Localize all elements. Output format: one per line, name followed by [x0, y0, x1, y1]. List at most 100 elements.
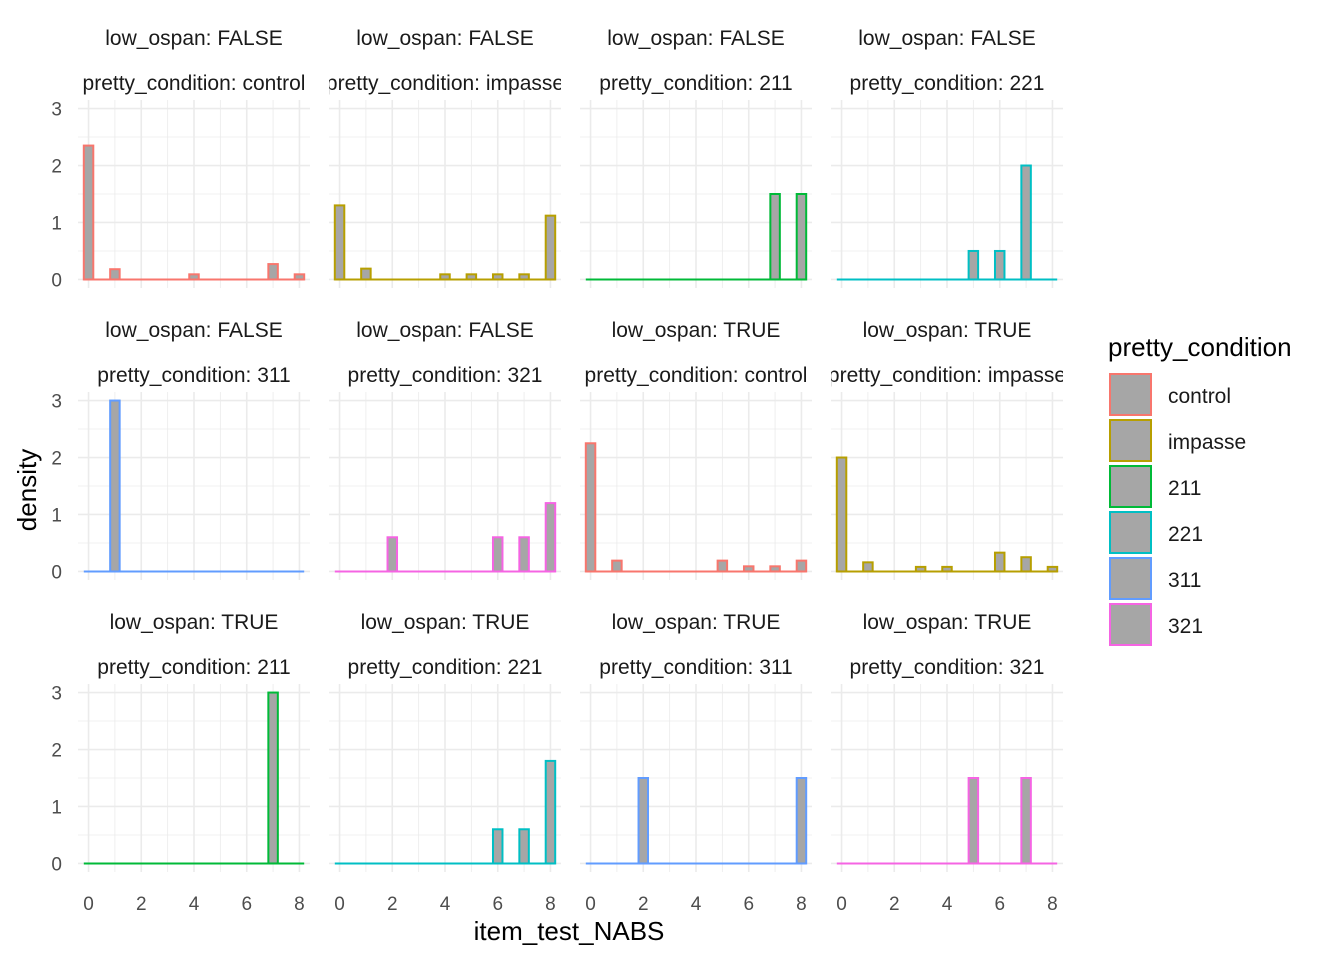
histogram-bar — [544, 214, 557, 281]
facet-strip-bottom: pretty_condition: control — [83, 72, 306, 95]
histogram-bar — [993, 551, 1006, 573]
facet-panel: low_ospan: FALSE pretty_condition: impass… — [326, 27, 564, 288]
histogram-bar — [465, 273, 478, 281]
histogram-bar — [637, 777, 650, 865]
histogram-bar — [293, 273, 306, 281]
facet-panel: low_ospan: FALSE pretty_condition: contro… — [51, 27, 310, 291]
y-tick-label: 1 — [51, 213, 62, 234]
legend-keys: control impasse 211 221 311 321 — [1109, 373, 1246, 646]
x-tick-label: 8 — [294, 894, 305, 915]
y-tick-label: 3 — [51, 684, 62, 705]
histogram-bar — [1046, 565, 1059, 573]
facet-strip-bottom: pretty_condition: 311 — [599, 656, 792, 679]
facet-strip-top: low_ospan: FALSE — [105, 27, 282, 50]
grid-lines — [580, 684, 812, 872]
x-tick-label: 4 — [691, 894, 702, 915]
y-tick-label: 1 — [51, 505, 62, 526]
histogram-bar — [914, 565, 927, 573]
legend-item: 211 — [1109, 465, 1201, 508]
histogram-bar — [1020, 556, 1032, 573]
x-tick-label: 6 — [492, 894, 503, 915]
facet-panel: low_ospan: TRUE pretty_condition: 221 0 2 4 6… — [329, 611, 561, 915]
x-tick-label: 0 — [334, 894, 345, 915]
legend-item: 221 — [1109, 511, 1203, 554]
histogram-bar — [109, 268, 121, 281]
histogram-bar — [544, 759, 557, 865]
facet-strip-top: low_ospan: TRUE — [863, 611, 1032, 634]
facet-panel: low_ospan: TRUE pretty_condition: control — [580, 319, 812, 580]
legend-label: 211 — [1168, 477, 1201, 500]
y-tick-label: 2 — [51, 741, 62, 762]
y-tick-label: 2 — [51, 449, 62, 470]
histogram-bar — [795, 193, 808, 281]
histogram-bar — [835, 456, 848, 573]
histogram-bar — [333, 204, 346, 281]
y-tick-label: 0 — [51, 270, 62, 291]
histogram-bar — [716, 559, 729, 573]
legend-title: pretty_condition — [1108, 332, 1292, 362]
y-tick-label: 0 — [51, 562, 62, 583]
x-tick-label: 2 — [638, 894, 649, 915]
x-tick-label: 6 — [994, 894, 1005, 915]
facet-panel: low_ospan: FALSE pretty_condition: 311 0 1 2… — [51, 319, 310, 583]
histogram-bar — [491, 273, 504, 281]
x-tick-label: 0 — [585, 894, 596, 915]
histogram-bar — [611, 559, 623, 573]
facet-strip-top: low_ospan: FALSE — [858, 27, 1035, 50]
legend-key — [1109, 603, 1152, 646]
x-axis-title: item_test_NABS — [474, 916, 665, 946]
facet-strip-top: low_ospan: TRUE — [863, 319, 1032, 342]
facet-strip-top: low_ospan: TRUE — [361, 611, 530, 634]
histogram-bar — [491, 536, 504, 573]
histogram-bar — [491, 828, 504, 865]
histogram-bar — [742, 565, 755, 573]
x-tick-label: 8 — [545, 894, 556, 915]
y-tick-label: 1 — [51, 797, 62, 818]
grid-lines — [78, 100, 310, 288]
histogram-bar — [967, 777, 980, 865]
legend-item: impasse — [1109, 419, 1246, 462]
y-axis-title: density — [12, 449, 42, 531]
histogram-bar — [993, 249, 1006, 281]
x-tick-label: 8 — [1047, 894, 1058, 915]
grid-lines — [831, 392, 1063, 580]
histogram-bar — [518, 828, 530, 865]
x-tick-label: 2 — [889, 894, 900, 915]
histogram-bar — [1020, 164, 1032, 281]
histogram-bar — [769, 565, 781, 573]
facet-panel: low_ospan: TRUE pretty_condition: impasse — [831, 319, 1063, 580]
facet-strip-top: low_ospan: TRUE — [110, 611, 279, 634]
legend-key — [1109, 373, 1152, 416]
histogram-bar — [267, 263, 279, 281]
facet-panel: low_ospan: TRUE pretty_condition: 211 0 1 2 3… — [51, 611, 310, 915]
facet-strip-bottom: pretty_condition: 221 — [348, 656, 543, 679]
x-tick-label: 2 — [387, 894, 398, 915]
facet-strip-bottom: pretty_condition: 221 — [850, 72, 1045, 95]
x-tick-label: 6 — [743, 894, 754, 915]
facet-strip-top: low_ospan: TRUE — [612, 611, 781, 634]
histogram-bar — [584, 442, 597, 573]
x-tick-label: 8 — [796, 894, 807, 915]
legend-label: 311 — [1168, 569, 1201, 592]
histogram-bar — [82, 144, 95, 281]
histogram-bar — [109, 399, 121, 573]
legend-key — [1109, 465, 1152, 508]
facet-strip-bottom: pretty_condition: 211 — [97, 656, 290, 679]
facet-strip-top: low_ospan: FALSE — [105, 319, 282, 342]
facet-panel: low_ospan: TRUE pretty_condition: 311 0 2 4 6… — [580, 611, 812, 915]
facet-strip-top: low_ospan: FALSE — [356, 319, 533, 342]
y-tick-label: 0 — [51, 854, 62, 875]
facet-strip-bottom: pretty_condition: impasse — [326, 72, 564, 95]
legend: pretty_condition control impasse 211 221 311… — [1108, 332, 1292, 646]
x-tick-label: 0 — [836, 894, 847, 915]
histogram-bar — [967, 249, 980, 281]
grid-lines — [580, 392, 812, 580]
legend-label: 221 — [1168, 523, 1203, 546]
legend-item: 311 — [1109, 557, 1201, 600]
histogram-bar — [386, 536, 399, 573]
legend-item: control — [1109, 373, 1231, 416]
legend-item: 321 — [1109, 603, 1203, 646]
histogram-bar — [1020, 777, 1032, 865]
facet-strip-bottom: pretty_condition: 211 — [599, 72, 792, 95]
facet-panel: low_ospan: FALSE pretty_condition: 211 — [580, 27, 812, 288]
